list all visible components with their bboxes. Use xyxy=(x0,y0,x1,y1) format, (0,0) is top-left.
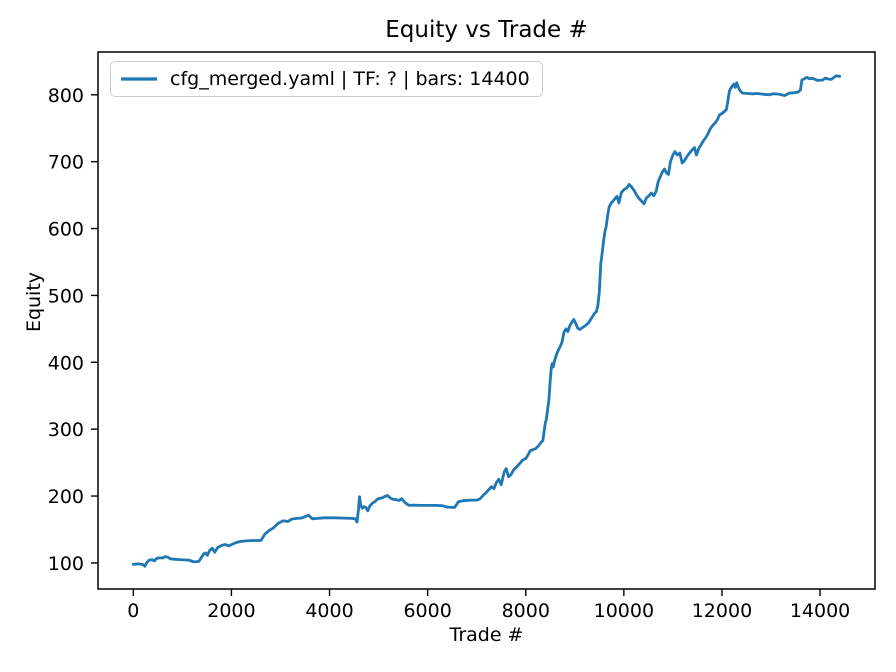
y-tick-label: 500 xyxy=(48,285,84,307)
y-tick-label: 300 xyxy=(48,419,84,441)
x-axis-label: Trade # xyxy=(449,624,524,646)
y-tick-label: 400 xyxy=(48,352,84,374)
chart-title: Equity vs Trade # xyxy=(385,17,588,43)
y-tick-label: 200 xyxy=(48,486,84,508)
x-tick-label: 4000 xyxy=(305,600,353,622)
x-tick-label: 14000 xyxy=(790,600,850,622)
y-tick-label: 700 xyxy=(48,152,84,174)
equity-curve xyxy=(131,74,842,568)
x-tick-label: 0 xyxy=(127,600,139,622)
x-tick-label: 8000 xyxy=(502,600,550,622)
y-tick-label: 600 xyxy=(48,219,84,241)
x-tick-label: 10000 xyxy=(594,600,654,622)
legend: cfg_merged.yaml | TF: ? | bars: 14400 xyxy=(110,61,543,97)
legend-line-swatch xyxy=(121,77,157,81)
y-tick-label: 100 xyxy=(48,553,84,575)
x-tick-label: 2000 xyxy=(207,600,255,622)
legend-label: cfg_merged.yaml | TF: ? | bars: 14400 xyxy=(170,68,530,90)
x-tick-label: 12000 xyxy=(692,600,752,622)
x-tick-label: 6000 xyxy=(403,600,451,622)
y-tick-label: 800 xyxy=(48,85,84,107)
